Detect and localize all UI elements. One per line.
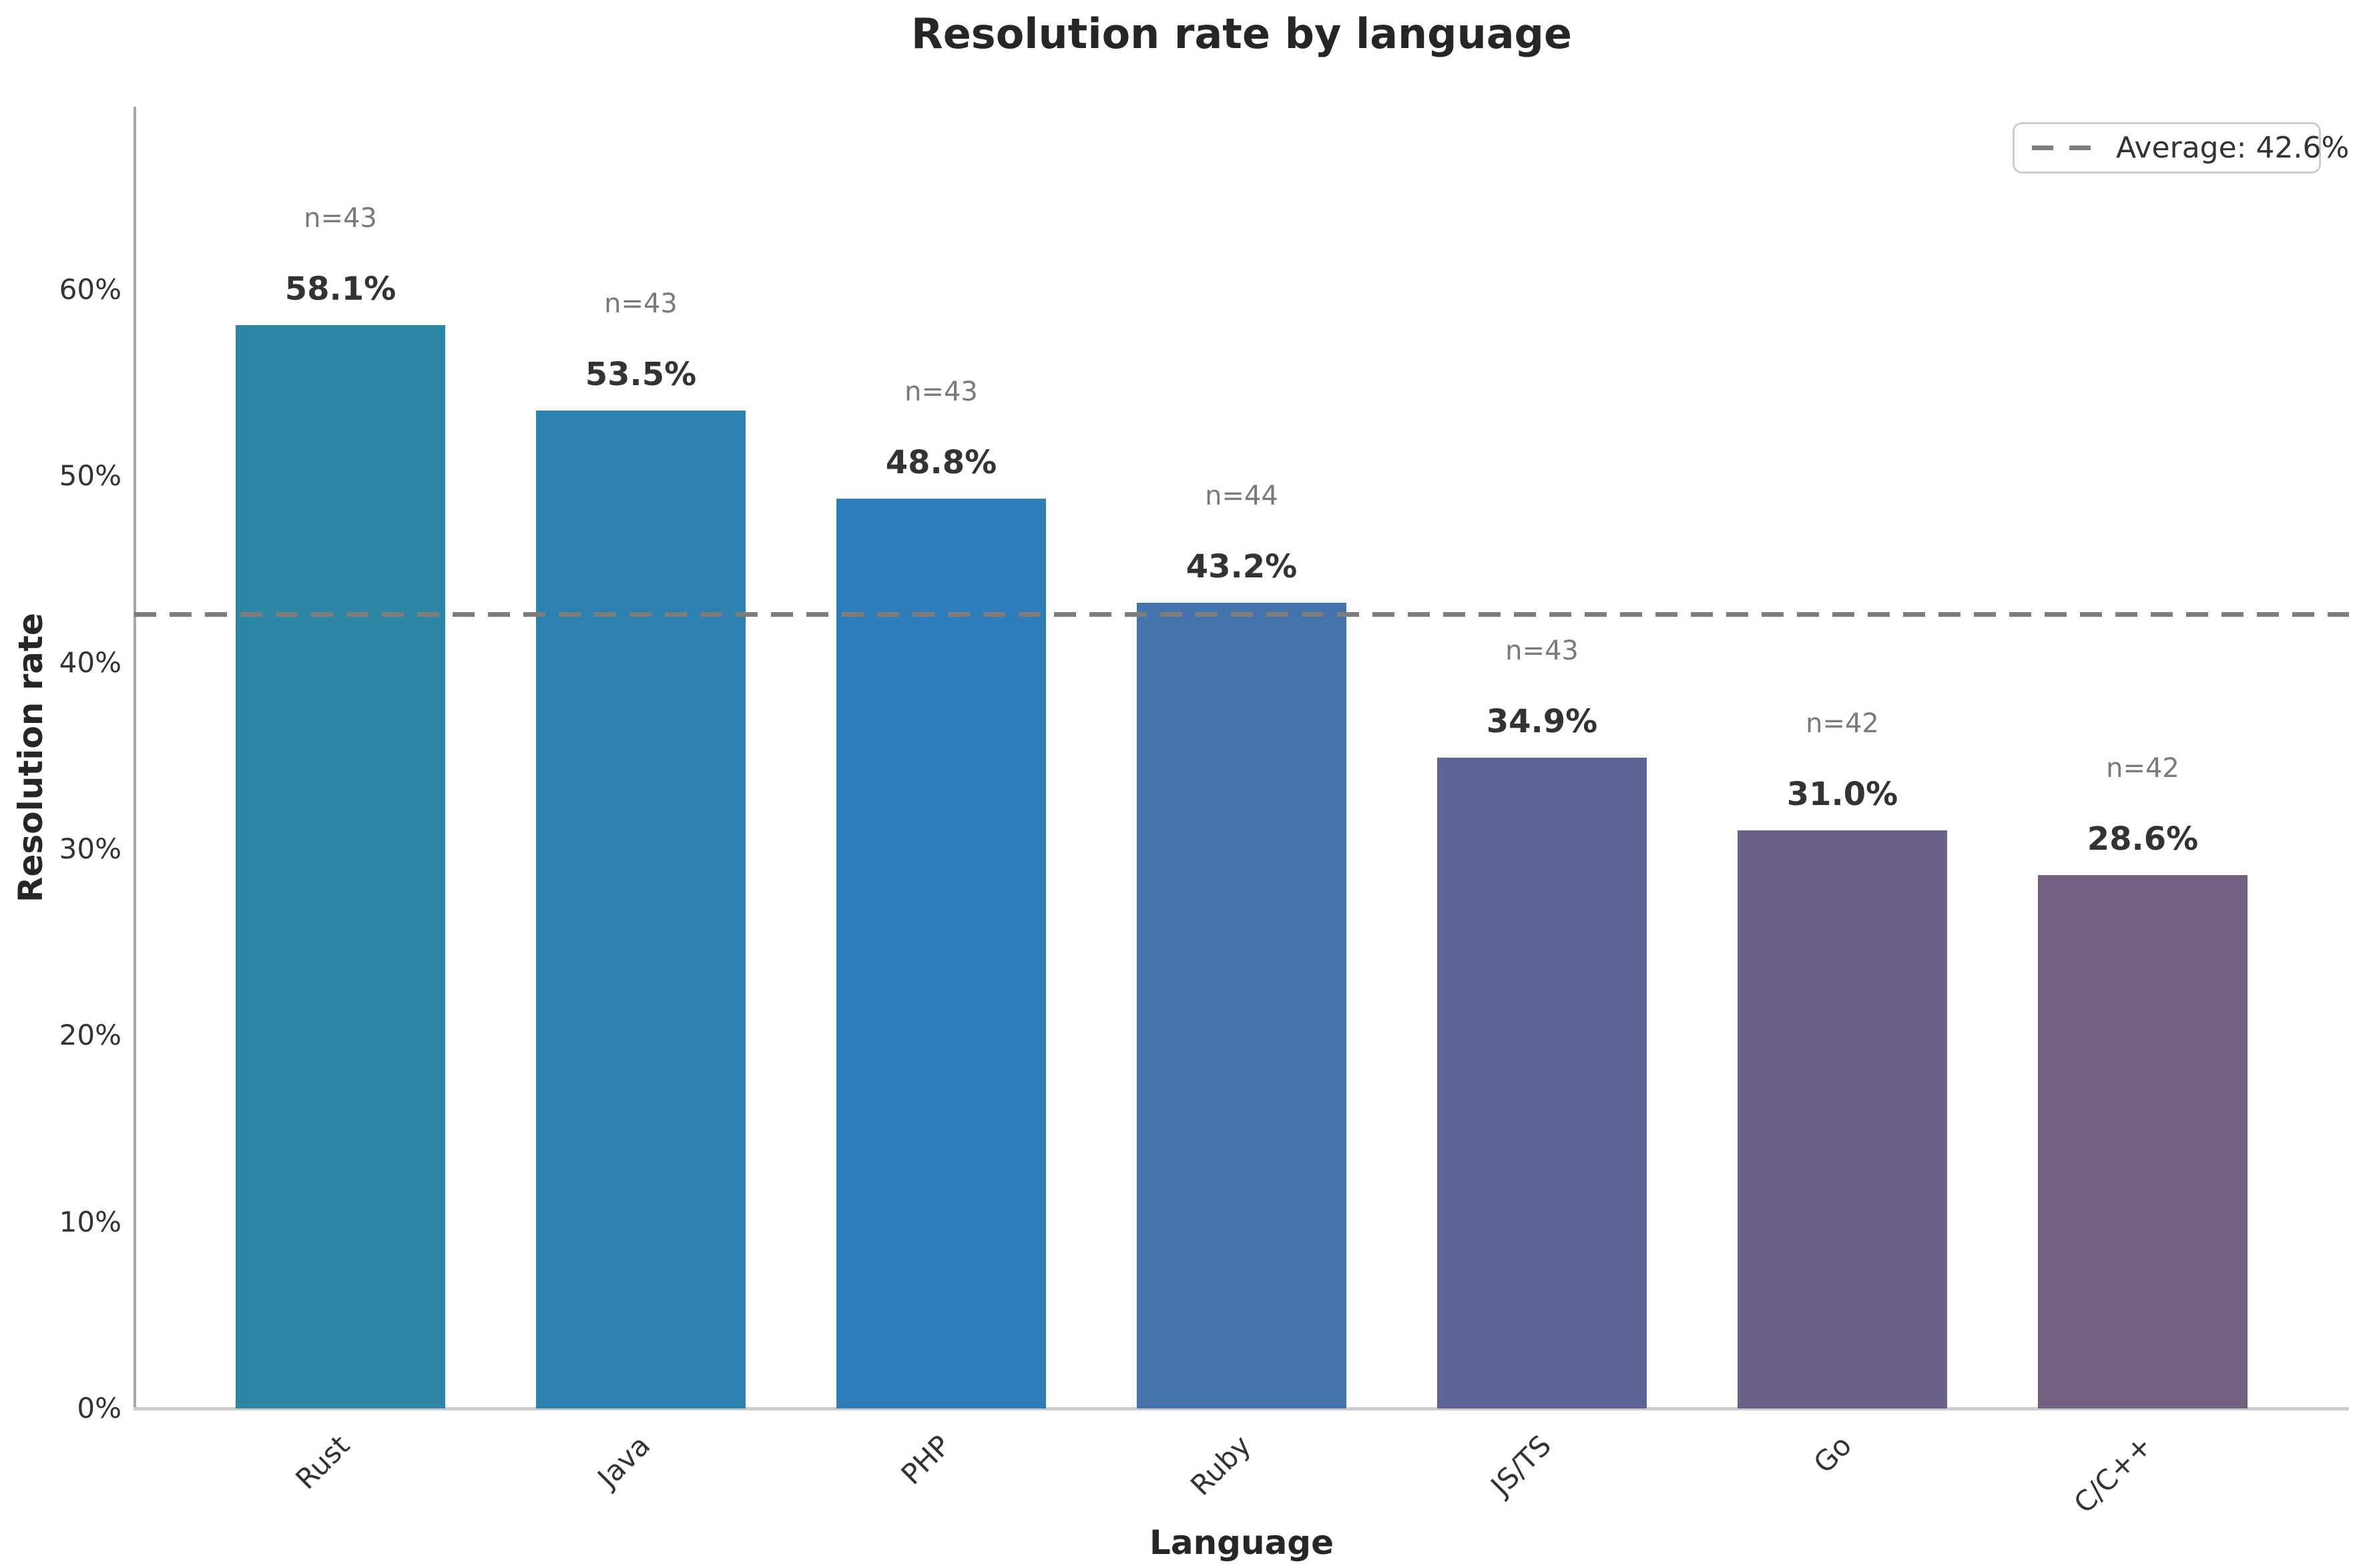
x-tick-label: JS/TS (1484, 1428, 1558, 1502)
x-tick-label: Java (591, 1428, 657, 1494)
bar-rust (236, 324, 445, 1408)
x-axis-spine (134, 1407, 2349, 1410)
x-axis-label: Language (1149, 1523, 1334, 1562)
y-tick-label: 10% (59, 1205, 121, 1238)
bar-php (836, 498, 1046, 1408)
bar-value-label: 28.6% (2087, 820, 2199, 858)
y-tick-label: 40% (59, 645, 121, 679)
legend: Average: 42.6% (2013, 122, 2349, 174)
bar-value-label: 34.9% (1486, 703, 1598, 740)
y-tick-label: 0% (77, 1392, 121, 1424)
bar-c-c- (2038, 875, 2248, 1408)
x-tick-label: C/C++ (2067, 1428, 2159, 1520)
bar-go (1738, 830, 1947, 1408)
bar-value-label: 58.1% (284, 270, 397, 308)
chart-title: Resolution rate by language (911, 9, 1572, 58)
y-tick-label: 50% (59, 459, 121, 493)
average-line (134, 611, 2349, 617)
y-tick-label: 30% (59, 832, 121, 865)
bar-ruby (1137, 603, 1346, 1408)
legend-label: Average: 42.6% (2116, 131, 2350, 165)
bar-n-label: n=43 (1505, 635, 1579, 666)
bar-value-label: 53.5% (585, 356, 697, 394)
legend-dashed-line-icon (2032, 146, 2093, 150)
bar-n-label: n=43 (604, 288, 678, 320)
y-tick-label: 60% (59, 272, 121, 306)
bar-value-label: 31.0% (1786, 775, 1898, 813)
bar-js-ts (1437, 758, 1647, 1408)
x-tick-label: PHP (894, 1428, 957, 1491)
x-tick-label: Ruby (1184, 1428, 1258, 1502)
bar-n-label: n=43 (304, 202, 377, 234)
bar-n-label: n=42 (2106, 753, 2179, 784)
x-tick-label: Rust (289, 1428, 356, 1496)
bar-value-label: 48.8% (885, 443, 997, 481)
x-tick-label: Go (1807, 1428, 1858, 1480)
bar-n-label: n=43 (904, 376, 978, 407)
y-axis-spine (134, 107, 136, 1410)
bar-n-label: n=44 (1205, 481, 1278, 512)
bar-value-label: 43.2% (1186, 548, 1298, 586)
y-tick-label: 20% (59, 1019, 121, 1052)
bar-n-label: n=42 (1806, 708, 1879, 739)
bar-java (536, 411, 746, 1408)
